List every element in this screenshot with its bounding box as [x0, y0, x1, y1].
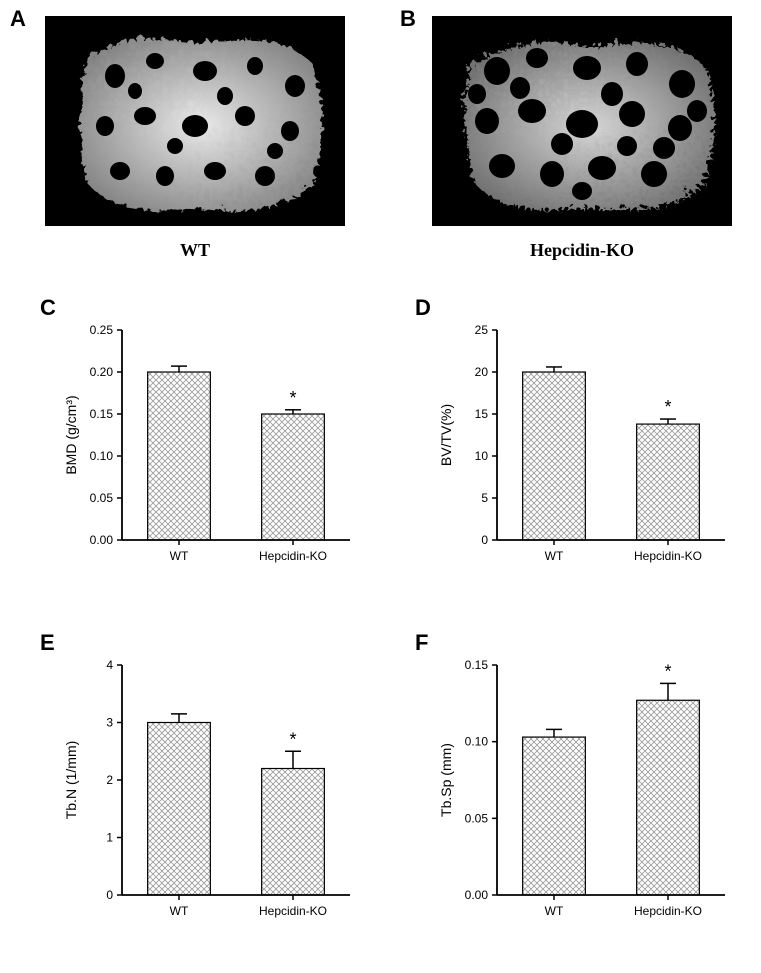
ytick-label: 0.10	[465, 735, 489, 749]
ct-image-ko	[432, 16, 732, 226]
xtick-label: Hepcidin-KO	[634, 904, 702, 918]
ytick-label: 0	[481, 533, 488, 547]
panel-label-c: C	[40, 295, 56, 321]
chart-tbn: 0 1 2 3 4 WT * Hepcidin-KO Tb.N (1/mm)	[60, 655, 360, 935]
bar	[262, 414, 325, 540]
panel-label-f: F	[415, 630, 428, 656]
ytick-label: 0.15	[465, 658, 489, 672]
y-axis-label: BMD (g/cm³)	[63, 395, 79, 474]
ytick-label: 25	[475, 323, 489, 337]
ytick-label: 0	[106, 888, 113, 902]
ytick-label: 10	[475, 449, 489, 463]
panel-label-e: E	[40, 630, 55, 656]
xtick-label: WT	[170, 904, 189, 918]
bar	[637, 424, 700, 540]
bar	[262, 769, 325, 896]
ytick-label: 4	[106, 658, 113, 672]
sig-marker: *	[289, 729, 296, 749]
xtick-label: Hepcidin-KO	[259, 549, 327, 563]
sig-marker: *	[289, 388, 296, 408]
y-axis-label: BV/TV(%)	[438, 404, 454, 466]
xtick-label: WT	[545, 904, 564, 918]
ct-caption-wt: WT	[45, 240, 345, 261]
y-axis-label: Tb.N (1/mm)	[63, 741, 79, 820]
chart-tbsp: 0.00 0.05 0.10 0.15 WT * Hepcidin-KO Tb.Sp (mm)	[435, 655, 735, 935]
ytick-label: 0.00	[90, 533, 114, 547]
ytick-label: 5	[481, 491, 488, 505]
ytick-label: 20	[475, 365, 489, 379]
sig-marker: *	[664, 661, 671, 681]
ytick-label: 3	[106, 716, 113, 730]
xtick-label: WT	[545, 549, 564, 563]
bar	[523, 737, 586, 895]
panel-label-d: D	[415, 295, 431, 321]
bar	[523, 372, 586, 540]
ytick-label: 0.15	[90, 407, 114, 421]
xtick-label: WT	[170, 549, 189, 563]
ytick-label: 0.05	[465, 811, 489, 825]
ytick-label: 15	[475, 407, 489, 421]
ytick-label: 0.00	[465, 888, 489, 902]
bar	[637, 700, 700, 895]
chart-bvtv: 0 5 10 15 20 25 WT * Hepcidin-KO BV/TV(%)	[435, 320, 735, 580]
ytick-label: 0.20	[90, 365, 114, 379]
ct-caption-ko: Hepcidin-KO	[432, 240, 732, 261]
panel-label-a: A	[10, 6, 26, 32]
xtick-label: Hepcidin-KO	[259, 904, 327, 918]
y-axis-label: Tb.Sp (mm)	[438, 743, 454, 817]
ytick-label: 2	[106, 773, 113, 787]
ct-image-wt	[45, 16, 345, 226]
panel-label-b: B	[400, 6, 416, 32]
ytick-label: 1	[106, 831, 113, 845]
sig-marker: *	[664, 397, 671, 417]
ytick-label: 0.10	[90, 449, 114, 463]
xtick-label: Hepcidin-KO	[634, 549, 702, 563]
chart-bmd: 0.00 0.05 0.10 0.15 0.20 0.25 WT * Hepcidin-KO BM…	[60, 320, 360, 580]
ytick-label: 0.25	[90, 323, 114, 337]
ytick-label: 0.05	[90, 491, 114, 505]
bar	[148, 372, 211, 540]
bar	[148, 723, 211, 896]
